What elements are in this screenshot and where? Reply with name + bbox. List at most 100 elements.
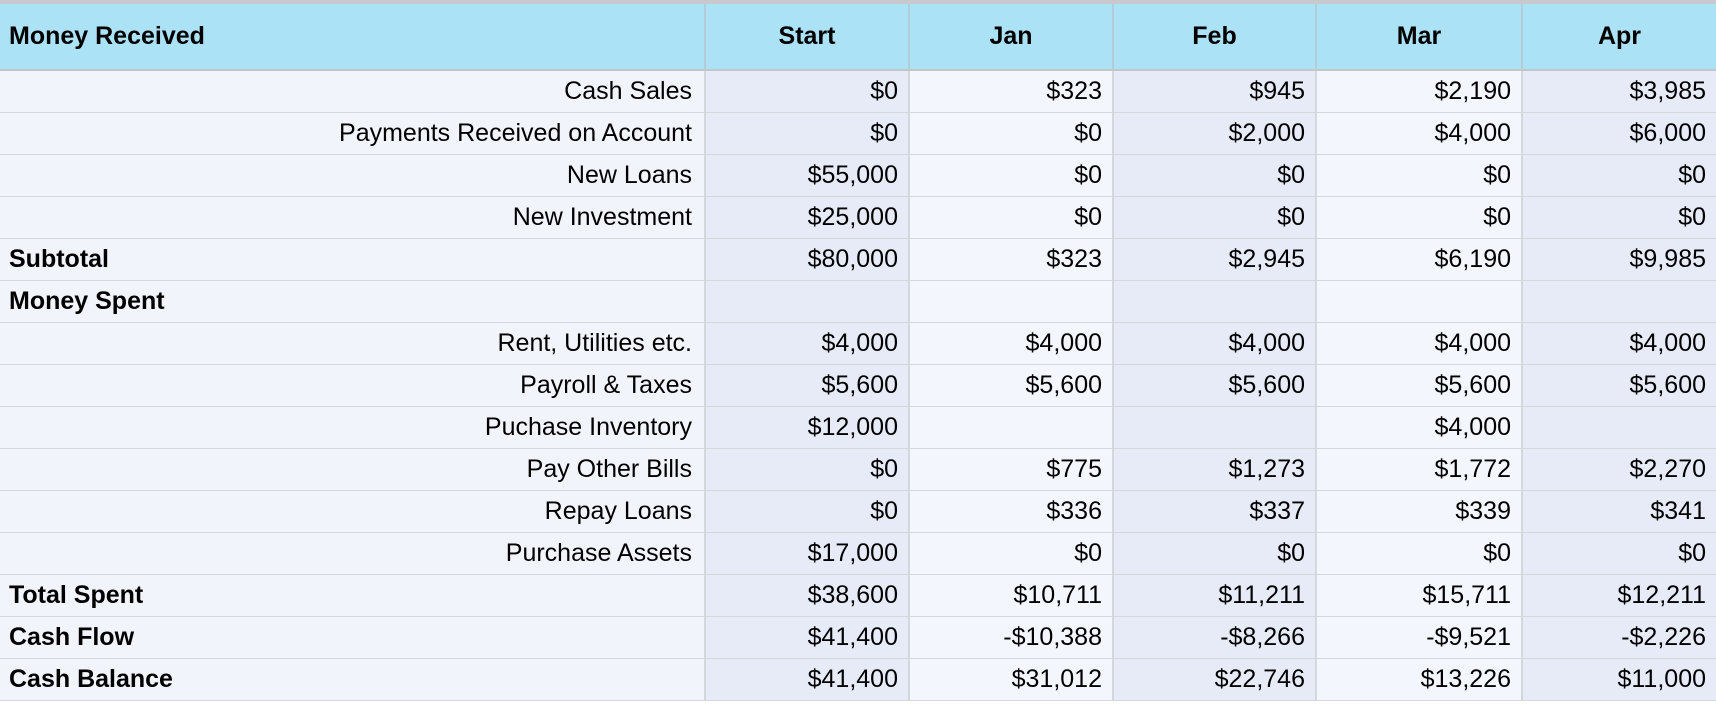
value-cell-start[interactable]: $41,400 <box>704 615 909 658</box>
value-cell-start[interactable]: $0 <box>704 111 909 154</box>
value-cell-start[interactable]: $0 <box>704 69 909 112</box>
value-cell-apr[interactable]: $3,985 <box>1521 69 1716 112</box>
value-cell-apr[interactable]: $341 <box>1521 489 1716 532</box>
value-cell-apr[interactable]: $6,000 <box>1521 111 1716 154</box>
row-label-cell[interactable]: Rent, Utilities etc. <box>0 321 705 364</box>
value-cell-jan[interactable] <box>908 279 1113 322</box>
value-cell-apr[interactable]: $11,000 <box>1521 657 1716 701</box>
value-cell-start[interactable]: $38,600 <box>704 573 909 616</box>
value-cell-mar[interactable]: $4,000 <box>1315 111 1522 154</box>
value-cell-jan[interactable]: $0 <box>908 153 1113 196</box>
row-label-cell[interactable]: Payments Received on Account <box>0 111 705 154</box>
value-cell-apr[interactable]: $0 <box>1521 531 1716 574</box>
value-cell-jan[interactable]: $323 <box>908 69 1113 112</box>
value-cell-feb[interactable] <box>1112 279 1316 322</box>
row-label-cell[interactable]: Cash Sales <box>0 69 705 112</box>
value-cell-start[interactable]: $17,000 <box>704 531 909 574</box>
value-cell-feb[interactable]: $1,273 <box>1112 447 1316 490</box>
header-cell-feb[interactable]: Feb <box>1112 4 1316 71</box>
value-cell-apr[interactable] <box>1521 405 1716 448</box>
value-cell-feb[interactable]: $0 <box>1112 531 1316 574</box>
row-label-cell[interactable]: New Investment <box>0 195 705 238</box>
value-cell-apr[interactable]: $12,211 <box>1521 573 1716 616</box>
value-cell-start[interactable]: $41,400 <box>704 657 909 701</box>
value-cell-apr[interactable]: $4,000 <box>1521 321 1716 364</box>
value-cell-mar[interactable]: $13,226 <box>1315 657 1522 701</box>
header-cell-money-received[interactable]: Money Received <box>0 4 705 71</box>
value-cell-start[interactable]: $4,000 <box>704 321 909 364</box>
value-cell-jan[interactable]: $4,000 <box>908 321 1113 364</box>
value-cell-jan[interactable]: $10,711 <box>908 573 1113 616</box>
value-cell-jan[interactable]: $31,012 <box>908 657 1113 701</box>
value-cell-feb[interactable]: $22,746 <box>1112 657 1316 701</box>
value-cell-start[interactable]: $12,000 <box>704 405 909 448</box>
row-label-cell[interactable]: Payroll & Taxes <box>0 363 705 406</box>
row-label-cell[interactable]: Money Spent <box>0 279 705 322</box>
value-cell-feb[interactable] <box>1112 405 1316 448</box>
value-cell-mar[interactable]: $0 <box>1315 153 1522 196</box>
value-cell-jan[interactable]: $336 <box>908 489 1113 532</box>
table-row: Payments Received on Account $0 $0 $2,00… <box>0 111 1716 154</box>
value-cell-apr[interactable]: $9,985 <box>1521 237 1716 280</box>
row-label-cell[interactable]: Puchase Inventory <box>0 405 705 448</box>
value-cell-mar[interactable]: $4,000 <box>1315 405 1522 448</box>
value-cell-apr[interactable]: $5,600 <box>1521 363 1716 406</box>
row-label-cell[interactable]: New Loans <box>0 153 705 196</box>
value-cell-jan[interactable]: -$10,388 <box>908 615 1113 658</box>
value-cell-feb[interactable]: $11,211 <box>1112 573 1316 616</box>
table-row: New Loans $55,000 $0 $0 $0 $0 <box>0 153 1716 196</box>
header-cell-mar[interactable]: Mar <box>1315 4 1522 71</box>
value-cell-apr[interactable]: $0 <box>1521 195 1716 238</box>
value-cell-feb[interactable]: $0 <box>1112 153 1316 196</box>
value-cell-start[interactable]: $0 <box>704 489 909 532</box>
value-cell-mar[interactable] <box>1315 279 1522 322</box>
value-cell-feb[interactable]: $0 <box>1112 195 1316 238</box>
header-cell-apr[interactable]: Apr <box>1521 4 1716 71</box>
header-cell-start[interactable]: Start <box>704 4 909 71</box>
value-cell-jan[interactable]: $0 <box>908 111 1113 154</box>
value-cell-apr[interactable]: $2,270 <box>1521 447 1716 490</box>
value-cell-apr[interactable]: -$2,226 <box>1521 615 1716 658</box>
value-cell-start[interactable] <box>704 279 909 322</box>
table-top-border <box>0 0 1716 4</box>
value-cell-start[interactable]: $55,000 <box>704 153 909 196</box>
value-cell-mar[interactable]: $2,190 <box>1315 69 1522 112</box>
value-cell-feb[interactable]: $2,000 <box>1112 111 1316 154</box>
value-cell-feb[interactable]: $2,945 <box>1112 237 1316 280</box>
row-label-cell[interactable]: Subtotal <box>0 237 705 280</box>
value-cell-start[interactable]: $25,000 <box>704 195 909 238</box>
value-cell-mar[interactable]: $15,711 <box>1315 573 1522 616</box>
table-row: Repay Loans $0 $336 $337 $339 $341 <box>0 489 1716 532</box>
value-cell-mar[interactable]: $5,600 <box>1315 363 1522 406</box>
value-cell-jan[interactable] <box>908 405 1113 448</box>
value-cell-start[interactable]: $5,600 <box>704 363 909 406</box>
row-label-cell[interactable]: Purchase Assets <box>0 531 705 574</box>
row-label-cell[interactable]: Cash Balance <box>0 657 705 701</box>
value-cell-jan[interactable]: $5,600 <box>908 363 1113 406</box>
value-cell-apr[interactable] <box>1521 279 1716 322</box>
value-cell-mar[interactable]: $1,772 <box>1315 447 1522 490</box>
value-cell-feb[interactable]: $4,000 <box>1112 321 1316 364</box>
value-cell-mar[interactable]: $0 <box>1315 531 1522 574</box>
value-cell-feb[interactable]: -$8,266 <box>1112 615 1316 658</box>
row-label-cell[interactable]: Pay Other Bills <box>0 447 705 490</box>
value-cell-mar[interactable]: $4,000 <box>1315 321 1522 364</box>
value-cell-start[interactable]: $0 <box>704 447 909 490</box>
value-cell-jan[interactable]: $775 <box>908 447 1113 490</box>
row-label-cell[interactable]: Total Spent <box>0 573 705 616</box>
row-label-cell[interactable]: Repay Loans <box>0 489 705 532</box>
value-cell-mar[interactable]: $0 <box>1315 195 1522 238</box>
value-cell-mar[interactable]: -$9,521 <box>1315 615 1522 658</box>
row-label-cell[interactable]: Cash Flow <box>0 615 705 658</box>
value-cell-mar[interactable]: $6,190 <box>1315 237 1522 280</box>
value-cell-feb[interactable]: $945 <box>1112 69 1316 112</box>
header-cell-jan[interactable]: Jan <box>908 4 1113 71</box>
value-cell-start[interactable]: $80,000 <box>704 237 909 280</box>
value-cell-jan[interactable]: $0 <box>908 195 1113 238</box>
value-cell-mar[interactable]: $339 <box>1315 489 1522 532</box>
value-cell-apr[interactable]: $0 <box>1521 153 1716 196</box>
value-cell-feb[interactable]: $5,600 <box>1112 363 1316 406</box>
value-cell-feb[interactable]: $337 <box>1112 489 1316 532</box>
value-cell-jan[interactable]: $323 <box>908 237 1113 280</box>
value-cell-jan[interactable]: $0 <box>908 531 1113 574</box>
